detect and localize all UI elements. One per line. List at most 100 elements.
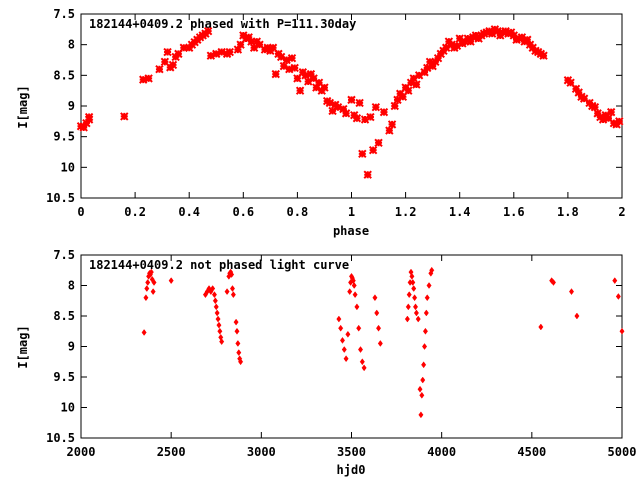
data-point bbox=[374, 138, 383, 148]
data-point bbox=[219, 338, 225, 346]
plot-frame bbox=[80, 13, 623, 199]
data-point bbox=[428, 61, 437, 71]
data-point bbox=[358, 149, 367, 159]
x-tick-label: 2 bbox=[618, 205, 625, 219]
data-point bbox=[504, 29, 513, 38]
data-point bbox=[423, 309, 429, 317]
data-point bbox=[412, 294, 418, 302]
data-point bbox=[285, 64, 294, 74]
data-point bbox=[424, 294, 430, 302]
data-point bbox=[404, 86, 413, 95]
data-point bbox=[341, 109, 351, 118]
data-point bbox=[615, 117, 624, 126]
data-point bbox=[368, 145, 378, 155]
data-point bbox=[338, 324, 344, 332]
data-point bbox=[163, 47, 172, 57]
data-point bbox=[168, 277, 174, 285]
data-point bbox=[354, 303, 360, 311]
data-point bbox=[363, 170, 372, 179]
data-point bbox=[359, 358, 365, 366]
y-tick-label: 8.5 bbox=[53, 68, 75, 82]
data-point bbox=[76, 122, 86, 131]
data-point bbox=[509, 31, 519, 40]
x-axis-label: hjd0 bbox=[337, 463, 366, 477]
x-tick-label: 2500 bbox=[157, 445, 186, 459]
data-point bbox=[79, 123, 88, 132]
data-point bbox=[422, 343, 428, 350]
data-point bbox=[144, 285, 150, 292]
y-tick-label: 9.5 bbox=[53, 130, 75, 144]
data-point bbox=[418, 411, 424, 419]
data-point bbox=[361, 364, 367, 372]
data-point bbox=[333, 103, 343, 112]
data-point bbox=[550, 279, 556, 286]
data-point bbox=[493, 26, 502, 36]
data-point bbox=[229, 271, 235, 278]
data-point bbox=[347, 95, 356, 105]
data-point bbox=[230, 291, 236, 299]
data-point bbox=[498, 28, 508, 37]
data-point bbox=[295, 86, 305, 95]
y-tick-label: 7.5 bbox=[53, 248, 75, 262]
data-point bbox=[425, 57, 435, 67]
y-tick-label: 8 bbox=[68, 279, 75, 293]
data-point bbox=[352, 114, 362, 123]
data-point bbox=[276, 52, 286, 62]
data-point bbox=[268, 43, 278, 52]
data-point bbox=[609, 118, 619, 128]
data-point bbox=[151, 279, 157, 286]
data-point bbox=[339, 336, 345, 344]
y-tick-label: 8 bbox=[68, 38, 75, 52]
y-tick-label: 10.5 bbox=[46, 191, 75, 205]
data-point bbox=[360, 115, 370, 124]
y-axis-label: I[mag] bbox=[16, 325, 30, 368]
data-point bbox=[385, 126, 394, 135]
data-point bbox=[487, 29, 497, 38]
data-point bbox=[393, 95, 402, 105]
data-point bbox=[236, 40, 245, 49]
y-tick-label: 8.5 bbox=[53, 309, 75, 323]
data-point bbox=[566, 78, 575, 87]
data-point bbox=[160, 57, 170, 67]
data-point bbox=[517, 33, 527, 42]
x-tick-label: 4500 bbox=[517, 445, 546, 459]
x-axis-label: phase bbox=[333, 224, 369, 238]
data-point bbox=[404, 315, 410, 323]
data-point bbox=[139, 75, 148, 84]
data-point bbox=[345, 330, 351, 338]
data-point bbox=[604, 114, 613, 123]
y-tick-label: 9 bbox=[68, 340, 75, 354]
data-point bbox=[390, 101, 399, 111]
data-point bbox=[412, 80, 421, 89]
data-point bbox=[410, 279, 416, 286]
y-tick-label: 10.5 bbox=[46, 431, 75, 445]
data-point bbox=[301, 71, 310, 80]
data-point bbox=[215, 315, 221, 323]
data-point bbox=[144, 74, 153, 83]
data-point bbox=[216, 321, 222, 329]
data-point bbox=[282, 55, 291, 65]
phased-light-curve-panel: 182144+0409.2 phased with P=111.30day ph… bbox=[16, 7, 626, 238]
data-point bbox=[225, 47, 234, 57]
data-point bbox=[372, 294, 378, 302]
x-tick-label: 0.6 bbox=[232, 205, 254, 219]
data-point bbox=[379, 107, 389, 117]
x-tick-label: 2000 bbox=[67, 445, 96, 459]
data-point bbox=[366, 112, 375, 122]
data-point bbox=[420, 68, 429, 77]
data-point bbox=[598, 115, 608, 124]
data-point bbox=[415, 315, 421, 323]
x-tick-label: 0 bbox=[77, 205, 84, 219]
data-point bbox=[238, 358, 244, 366]
data-point bbox=[145, 279, 151, 286]
x-tick-label: 1.4 bbox=[449, 205, 471, 219]
data-point bbox=[247, 37, 256, 46]
data-point bbox=[426, 282, 432, 289]
data-point bbox=[84, 112, 94, 122]
data-point bbox=[406, 78, 416, 87]
x-tick-label: 0.8 bbox=[287, 205, 309, 219]
data-point bbox=[377, 340, 383, 347]
data-point bbox=[168, 60, 178, 70]
data-point bbox=[314, 78, 324, 87]
